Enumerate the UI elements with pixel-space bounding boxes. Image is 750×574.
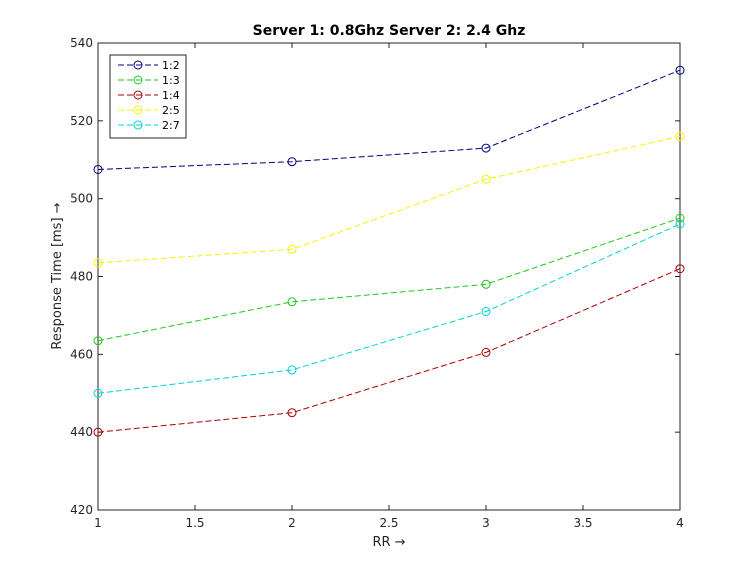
legend-entry: 2:7: [118, 119, 180, 132]
chart-title: Server 1: 0.8Ghz Server 2: 2.4 Ghz: [253, 23, 526, 39]
data-point: [287, 297, 297, 307]
legend-label: 1:2: [162, 59, 180, 72]
legend-label: 1:4: [162, 89, 180, 102]
axes: 1 1.5 2 2.5 3 3.5 4 420 440 460 480 500 520 540: [70, 36, 684, 530]
data-point: [675, 219, 685, 229]
data-point: [481, 174, 491, 184]
legend: 1:2 1:3 1:4 2:5 2:7: [109, 54, 187, 139]
y-tick-label: 480: [70, 270, 93, 284]
legend-label: 2:5: [162, 104, 180, 117]
series-line: [97, 135, 681, 264]
y-tick-label: 440: [70, 425, 93, 439]
legend-marker: [133, 120, 143, 130]
data-point: [481, 347, 491, 357]
data-point: [675, 65, 685, 75]
data-point: [93, 388, 103, 398]
y-tick-label: 420: [70, 503, 93, 517]
data-point: [675, 264, 685, 274]
legend-marker: [133, 90, 143, 100]
legend-entry: 2:5: [118, 104, 180, 117]
legend-entry: 1:4: [118, 89, 180, 102]
data-point: [481, 143, 491, 153]
series-line: [97, 69, 681, 170]
series-line: [97, 223, 681, 394]
legend-box: [109, 54, 187, 139]
series-2-5: [93, 131, 685, 268]
series-1-2: [93, 65, 685, 174]
data-point: [287, 365, 297, 375]
data-point: [93, 258, 103, 268]
x-tick-label: 2: [288, 516, 296, 530]
data-point: [675, 213, 685, 223]
y-tick-label: 540: [70, 36, 93, 50]
data-point: [93, 336, 103, 346]
x-tick-label: 3.5: [573, 516, 592, 530]
x-tick-label: 2.5: [379, 516, 398, 530]
y-tick-label: 500: [70, 192, 93, 206]
legend-marker: [133, 75, 143, 85]
x-tick-label: 4: [676, 516, 684, 530]
y-axis-label: Response Time [ms] →: [50, 202, 65, 349]
legend-label: 1:3: [162, 74, 180, 87]
data-point: [287, 244, 297, 254]
series-line: [97, 217, 681, 342]
data-point: [287, 408, 297, 418]
data-point: [675, 131, 685, 141]
series-2-7: [93, 219, 685, 398]
legend-label: 2:7: [162, 119, 180, 132]
y-tick-label: 520: [70, 114, 93, 128]
data-point: [481, 279, 491, 289]
data-point: [481, 307, 491, 317]
y-tick-label: 460: [70, 347, 93, 361]
series-1-4: [93, 264, 685, 437]
series-layer: [93, 65, 685, 437]
x-tick-label: 3: [482, 516, 490, 530]
legend-entry: 1:2: [118, 59, 180, 72]
series-1-3: [93, 213, 685, 346]
x-tick-label: 1.5: [185, 516, 204, 530]
legend-entry: 1:3: [118, 74, 180, 87]
legend-marker: [133, 105, 143, 115]
data-point: [93, 427, 103, 437]
legend-marker: [133, 60, 143, 70]
data-point: [93, 164, 103, 174]
series-line: [97, 268, 681, 433]
x-tick-label: 1: [94, 516, 102, 530]
x-axis-label: RR →: [372, 535, 405, 550]
data-point: [287, 157, 297, 167]
